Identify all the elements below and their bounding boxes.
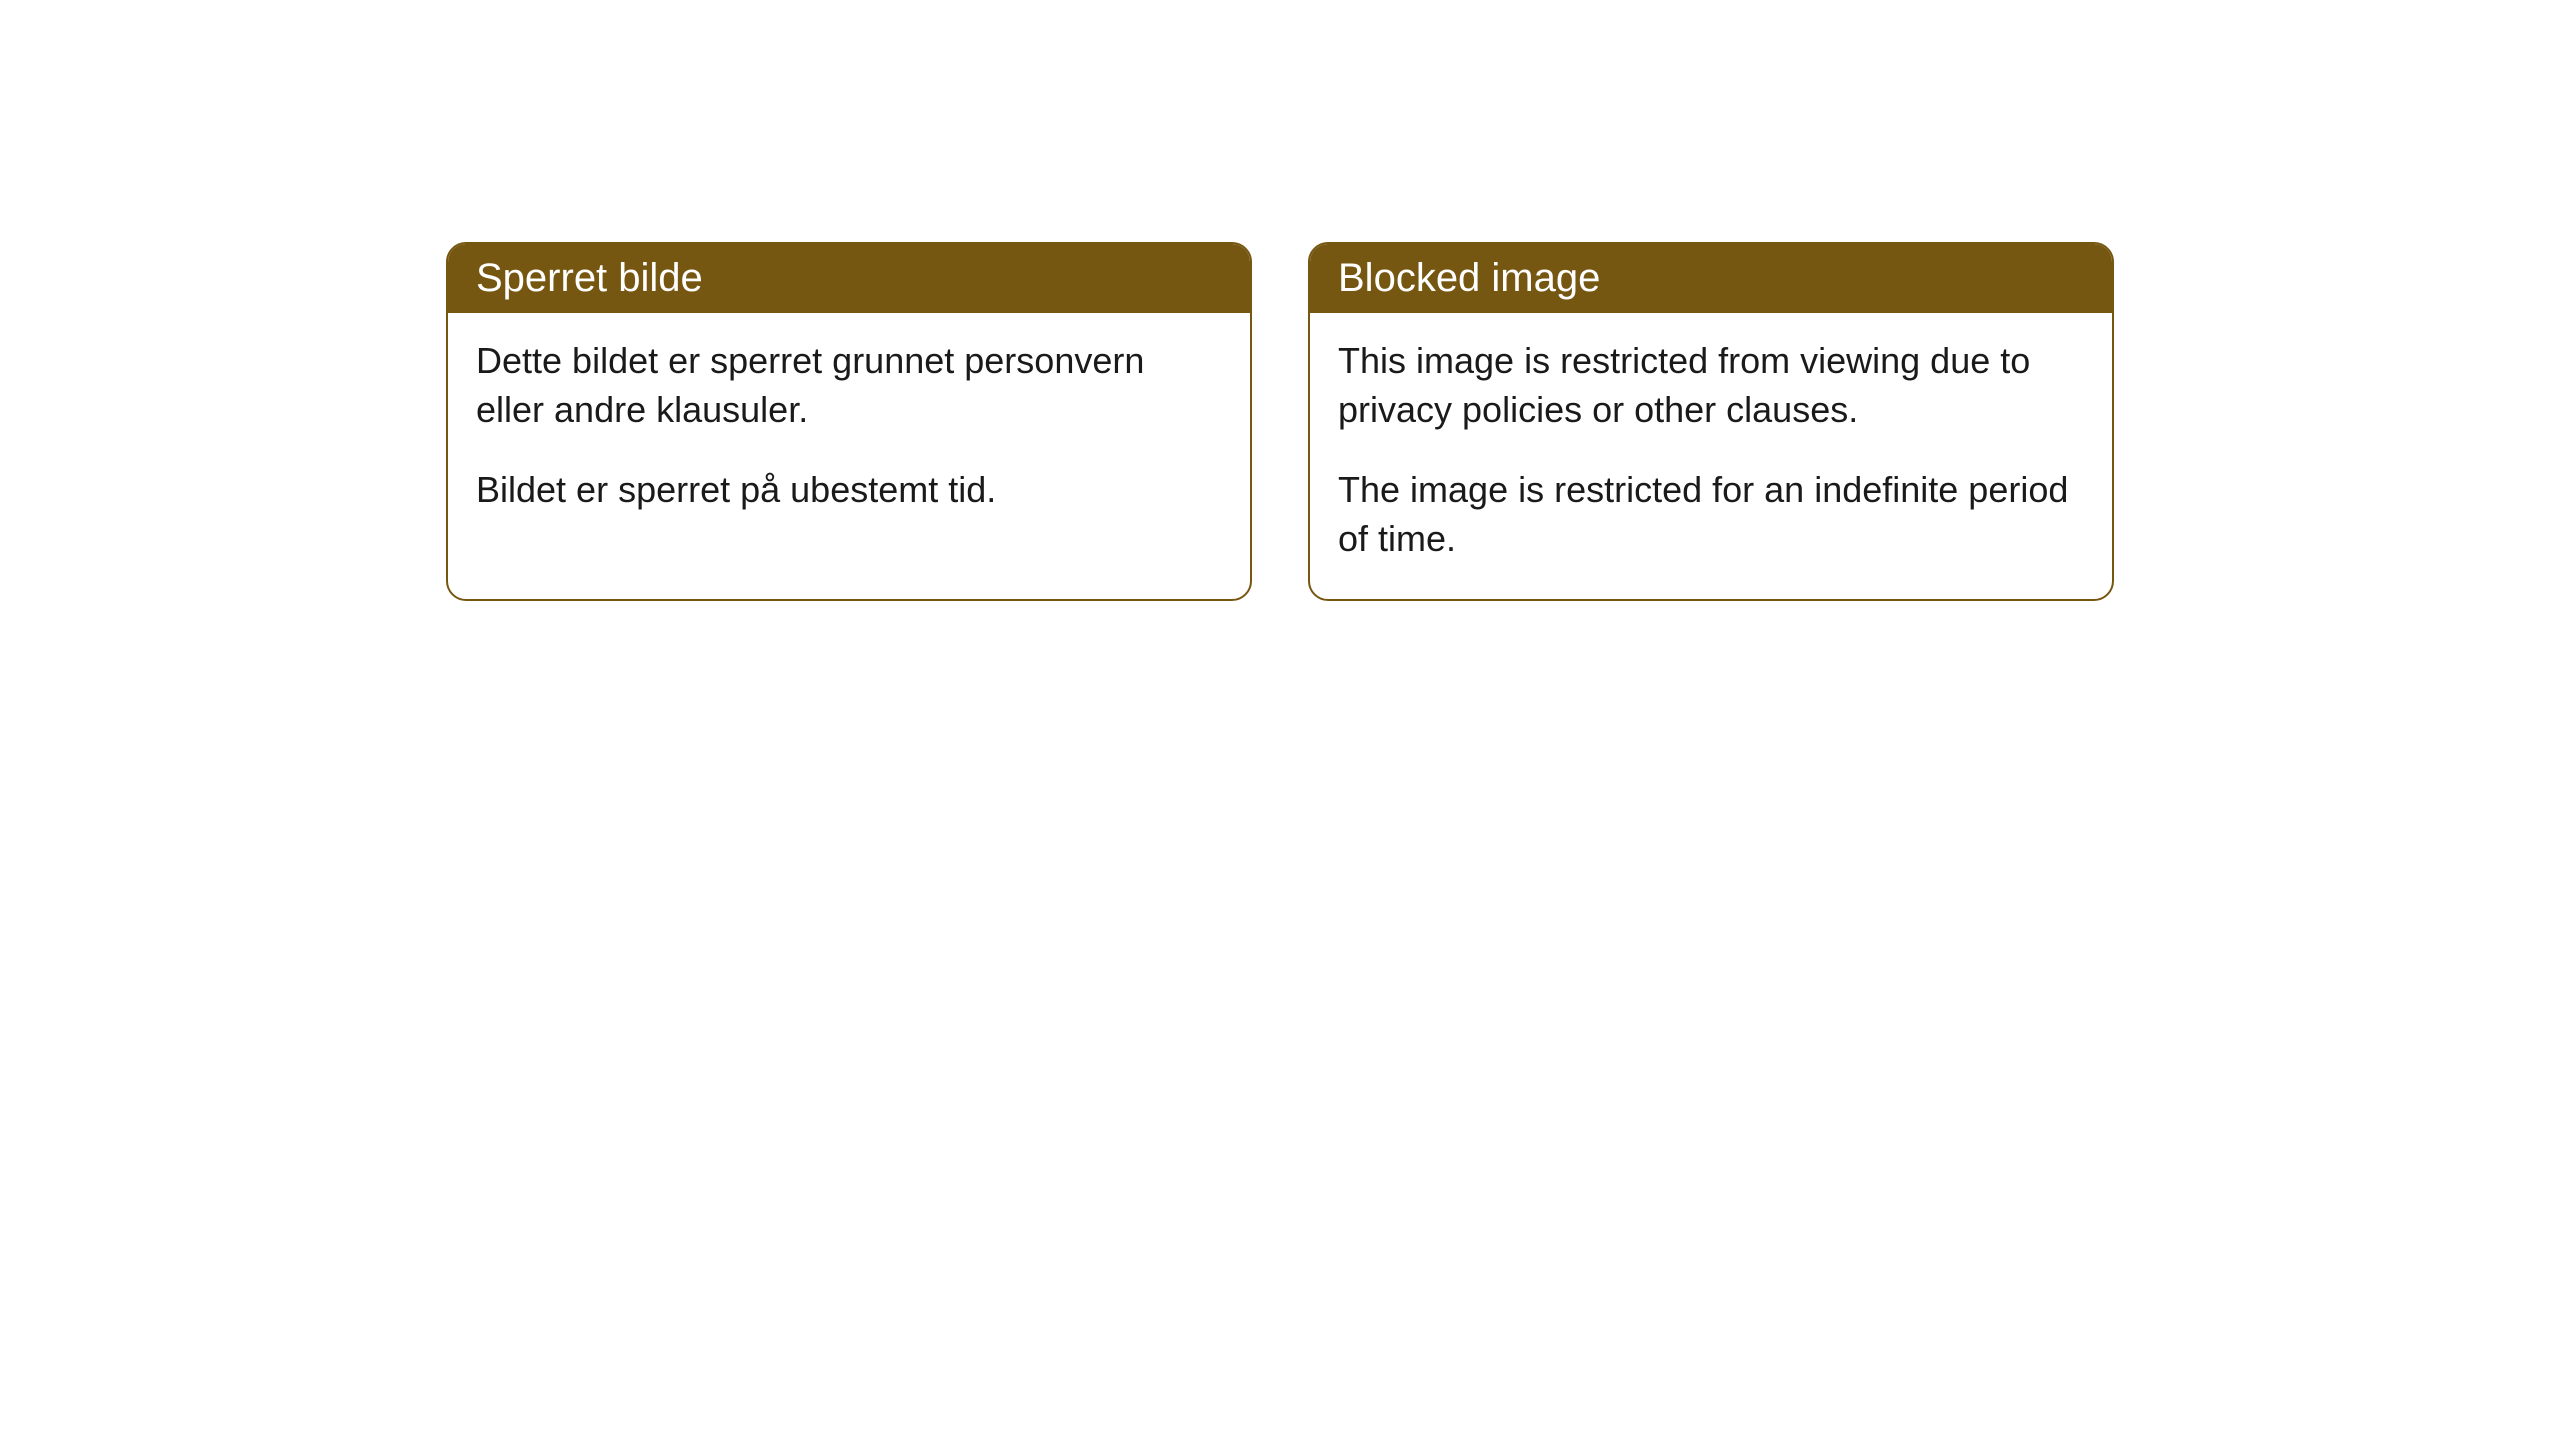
card-paragraph: Dette bildet er sperret grunnet personve… xyxy=(476,337,1222,434)
card-header: Sperret bilde xyxy=(448,244,1250,313)
blocked-image-card-english: Blocked image This image is restricted f… xyxy=(1308,242,2114,601)
card-body: This image is restricted from viewing du… xyxy=(1310,313,2112,599)
card-paragraph: Bildet er sperret på ubestemt tid. xyxy=(476,466,1222,515)
notice-cards-container: Sperret bilde Dette bildet er sperret gr… xyxy=(446,242,2560,601)
card-body: Dette bildet er sperret grunnet personve… xyxy=(448,313,1250,551)
card-header: Blocked image xyxy=(1310,244,2112,313)
blocked-image-card-norwegian: Sperret bilde Dette bildet er sperret gr… xyxy=(446,242,1252,601)
card-paragraph: The image is restricted for an indefinit… xyxy=(1338,466,2084,563)
card-paragraph: This image is restricted from viewing du… xyxy=(1338,337,2084,434)
